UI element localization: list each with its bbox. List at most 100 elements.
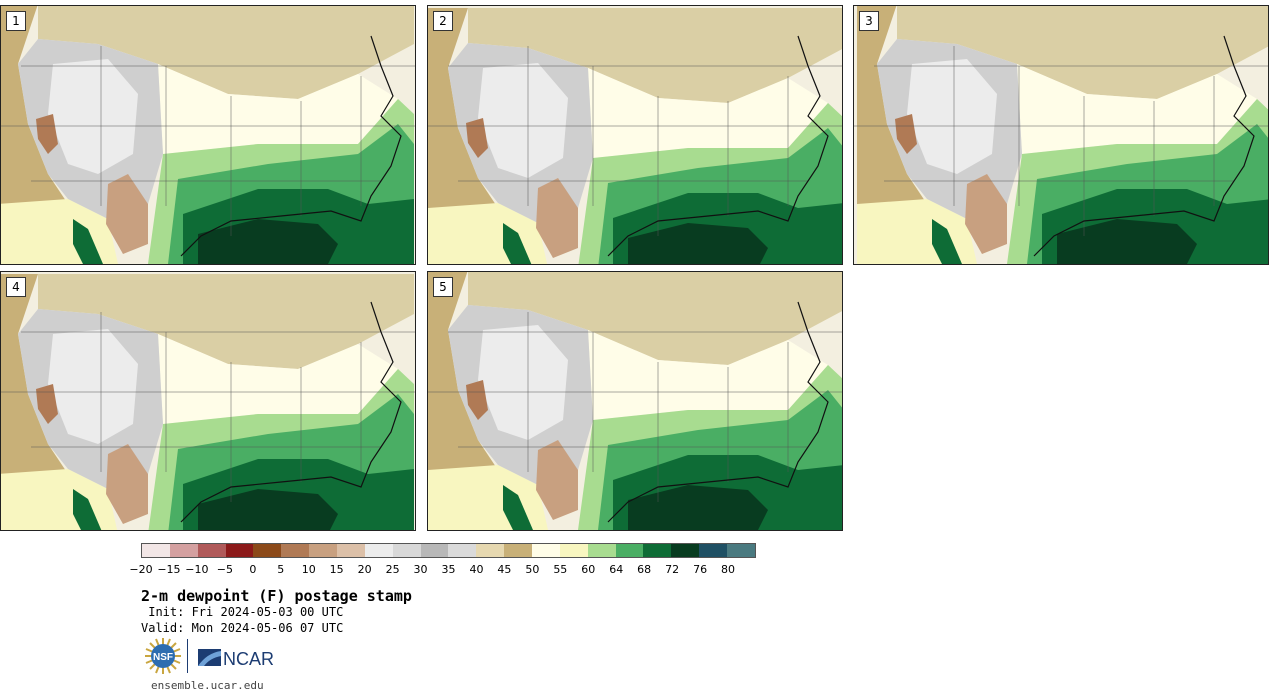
baja-green-area [932,219,962,264]
map-panel-1[interactable]: 1 [0,5,416,265]
colorbar-segment [476,544,505,557]
desert-dry-area [466,118,488,158]
map-panel-5[interactable]: 5 [427,271,843,531]
colorbar-tick-label: 10 [301,563,316,576]
colorbar-segment [197,544,226,557]
dewpoint-map-5 [428,272,842,530]
colorbar-segment [671,544,700,557]
colorbar-segment [532,544,560,557]
colorbar-segment [337,544,365,557]
svg-text:NSF: NSF [153,652,173,663]
colorbar-segment [420,544,449,557]
canada-area [38,274,414,369]
west-light-area [478,63,568,178]
colorbar-segment [309,544,338,557]
map-panel-2[interactable]: 2 [427,5,843,265]
colorbar-tick-label: −15 [157,563,181,576]
colorbar-tick-label: 80 [721,563,736,576]
nsf-logo-icon[interactable]: NSF [145,638,181,674]
baja-green-area [73,489,102,530]
state-borders [854,46,1268,236]
ncar-logo-icon[interactable]: NCAR [197,645,273,669]
pacific-ocean-area [428,8,498,208]
init-time: Init: Fri 2024-05-03 00 UTC [141,605,344,619]
logo-separator [187,639,188,673]
rockies-dry-area [965,174,1007,254]
coastline [607,301,829,523]
pacific-ocean-area [1,274,68,474]
dewpoint-map-3 [854,6,1268,264]
map-fill-layers [428,272,842,530]
desert-dry-area [895,114,917,154]
footer-url[interactable]: ensemble.ucar.edu [151,679,264,692]
colorbar-tick-label: 64 [609,563,624,576]
colorbar-tick-label: 50 [525,563,540,576]
dewpoint-map-4 [1,274,415,530]
state-borders [1,312,415,502]
canada-area [468,272,842,365]
colorbar-segment [253,544,282,557]
rockies-dry-area [106,174,148,254]
panel-label-4: 4 [6,277,26,297]
canada-area [38,6,414,99]
panel-label-2: 2 [433,11,453,31]
dewpoint-map-2 [428,8,842,264]
west-light-area [478,325,568,440]
desert-dry-area [36,384,58,424]
valid-time: Valid: Mon 2024-05-06 07 UTC [141,621,344,635]
canada-area [468,8,842,103]
map-fill-layers [1,6,414,264]
map-panel-3[interactable]: 3 [853,5,1269,265]
colorbar-segment [169,544,198,557]
map-panel-4[interactable]: 4 [0,271,416,531]
coastline [180,301,402,523]
colorbar-segment [699,544,728,557]
colorbar-tick-label: 5 [277,563,285,576]
gulf-core-area [198,489,338,530]
chart-title: 2-m dewpoint (F) postage stamp [141,587,412,605]
west-light-area [48,59,138,174]
colorbar-segment [364,544,393,557]
colorbar-tick-label: 15 [329,563,344,576]
coastline [607,35,829,257]
great-plains-area [588,330,828,420]
gulf-core-area [198,219,338,264]
colorbar-tick-label: −20 [129,563,153,576]
baja-green-area [73,219,103,264]
west-light-area [48,329,138,444]
colorbar-segment [504,544,533,557]
baja-green-area [503,223,532,264]
svg-text:NCAR: NCAR [223,649,273,669]
dewpoint-map-1 [1,6,415,264]
colorbar-segment [142,544,170,557]
state-borders [428,312,842,502]
pacific-ocean-area [857,6,927,204]
map-fill-layers [857,6,1268,264]
colorbar-tick-label: 45 [497,563,512,576]
colorbar-tick-label: 25 [385,563,400,576]
pacific-ocean-area [1,6,68,204]
rockies-dry-area [536,178,578,258]
colorbar-tick-label: 40 [469,563,484,576]
colorbar-tick-label: 60 [581,563,596,576]
coastline [1033,35,1255,257]
colorbar-tick-label: 55 [553,563,568,576]
colorbar-tick-label: −10 [185,563,209,576]
colorbar-segment [448,544,477,557]
canada-area [897,6,1268,99]
colorbar-segment [559,544,588,557]
colorbar-tick-label: 76 [693,563,708,576]
rockies-dry-area [536,440,578,520]
gulf-core-area [628,223,768,264]
baja-green-area [503,485,533,530]
state-borders [428,46,842,236]
colorbar-tick-label: 0 [249,563,257,576]
great-plains-area [158,64,398,154]
colorbar-tick-label: 68 [637,563,652,576]
pacific-ocean-area [428,272,498,470]
colorbar-tick-label: 72 [665,563,680,576]
west-light-area [907,59,997,174]
colorbar-tick-label: −5 [216,563,233,576]
map-fill-layers [1,274,414,530]
rockies-dry-area [106,444,148,524]
